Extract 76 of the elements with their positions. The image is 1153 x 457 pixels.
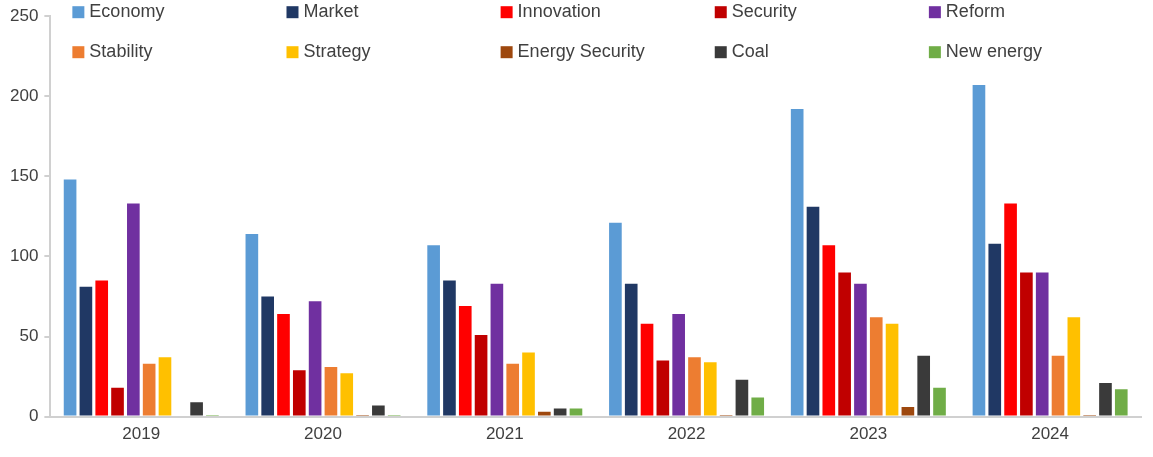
- bar: [292, 370, 306, 416]
- legend-label: Economy: [89, 1, 165, 22]
- x-tick-label: 2023: [849, 424, 888, 444]
- bar: [735, 379, 749, 416]
- bar: [277, 314, 290, 416]
- legend-label: Innovation: [517, 1, 601, 22]
- bar: [822, 245, 836, 416]
- legend-label: Strategy: [303, 41, 371, 62]
- bar: [1020, 272, 1033, 416]
- bar: [1051, 355, 1065, 416]
- bar: [624, 283, 638, 416]
- bar: [158, 357, 172, 416]
- legend-label: Market: [303, 1, 359, 22]
- bar: [427, 245, 440, 416]
- y-tick-label: 250: [9, 5, 39, 25]
- y-tick-label: 50: [19, 326, 39, 346]
- bar: [490, 283, 504, 416]
- bar: [553, 408, 567, 416]
- bar: [63, 179, 77, 416]
- bar: [569, 408, 583, 416]
- bar: [190, 402, 203, 416]
- bar: [506, 363, 520, 416]
- bar: [933, 387, 946, 416]
- bar: [656, 360, 670, 416]
- bar: [854, 283, 867, 416]
- bar: [324, 366, 338, 416]
- x-tick-label: 2020: [304, 424, 342, 444]
- bar: [988, 243, 1002, 416]
- legend-label: Coal: [731, 41, 769, 62]
- bar: [838, 272, 851, 416]
- bar: [609, 222, 622, 416]
- y-tick-label: 100: [9, 246, 39, 266]
- legend-label: Security: [731, 1, 797, 22]
- legend-label: Stability: [89, 41, 153, 62]
- legend-label: Reform: [945, 1, 1005, 22]
- bar: [1035, 272, 1049, 416]
- bar: [245, 234, 259, 416]
- legend-label: Energy Security: [517, 41, 645, 62]
- bar: [1004, 203, 1017, 416]
- bar: [538, 411, 551, 416]
- x-tick-label: 2022: [667, 424, 706, 444]
- bar: [972, 85, 986, 416]
- bar: [640, 323, 654, 416]
- y-tick-label: 200: [9, 85, 39, 105]
- bar: [1099, 382, 1112, 416]
- bar: [111, 387, 124, 416]
- bar: [79, 286, 93, 416]
- bar: [917, 355, 931, 416]
- x-tick-label: 2021: [485, 424, 524, 444]
- bar: [806, 206, 820, 416]
- bar: [901, 406, 915, 416]
- bar: [340, 373, 354, 416]
- bar: [885, 323, 899, 416]
- bar: [261, 296, 274, 416]
- bar: [372, 405, 385, 416]
- bar: [688, 357, 701, 416]
- bar: [127, 203, 140, 416]
- bar: [869, 317, 883, 416]
- bar: [95, 280, 109, 416]
- legend-label: New energy: [945, 41, 1042, 62]
- bar: [458, 306, 472, 416]
- bar: [142, 363, 156, 416]
- bar: [751, 397, 765, 416]
- bar: [672, 314, 685, 416]
- bar: [308, 301, 322, 416]
- bar: [1114, 389, 1128, 416]
- x-tick-label: 2019: [122, 424, 161, 444]
- bar: [443, 280, 456, 416]
- x-tick-label: 2024: [1031, 424, 1070, 444]
- y-tick-label: 0: [28, 406, 39, 426]
- y-tick-label: 150: [9, 166, 39, 186]
- bar: [790, 109, 804, 416]
- bar: [1067, 317, 1081, 416]
- bar: [474, 334, 488, 416]
- bar: [522, 352, 535, 416]
- bar: [703, 362, 717, 416]
